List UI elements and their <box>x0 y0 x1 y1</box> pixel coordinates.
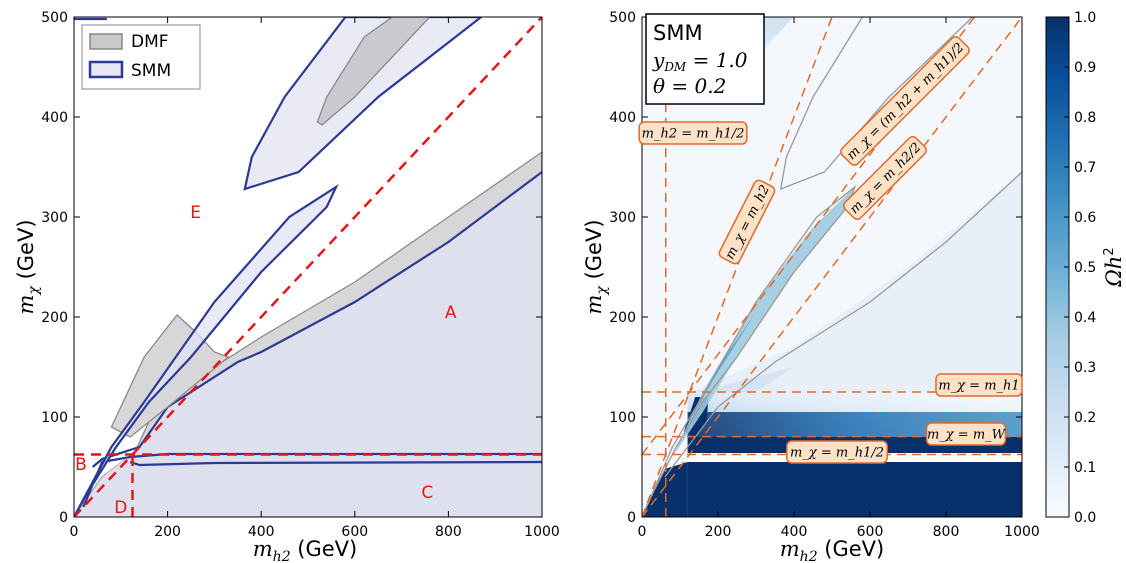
annotation-box <box>843 136 927 220</box>
annotation-text: m_χ = m_h1/2 <box>790 446 884 461</box>
legend: DMF SMM <box>81 24 201 90</box>
right-y-axis-label: mχ (GeV) <box>582 219 610 314</box>
x-tick-label: 1000 <box>1004 524 1040 540</box>
right-axes-frame <box>641 16 1023 518</box>
left-plot-area: A B C D E <box>74 17 542 518</box>
y-tick-label: 0 <box>627 510 636 526</box>
smm-contour-band-low <box>129 460 542 467</box>
colorbar-label: Ωh2 <box>1102 247 1126 287</box>
heatmap-bottom-left-dark <box>642 462 688 517</box>
annotation: m_h2 = m_h1/2 <box>638 121 748 145</box>
y-tick-label: 400 <box>41 110 68 126</box>
region-label: A <box>445 303 457 323</box>
annotation-text: m_χ = m_h1 <box>938 379 1019 394</box>
colorbar-tick-label: 1.0 <box>1074 10 1096 26</box>
y-tick-label: 200 <box>609 310 636 326</box>
region-label: C <box>421 483 433 503</box>
annotation-text: m_χ = m_W <box>927 428 1007 443</box>
contour-upper <box>779 17 974 191</box>
x-tick-label: 1000 <box>524 524 560 540</box>
annotation: m_χ = m_h1/2 <box>786 440 888 464</box>
colorbar-tick-label: 0.5 <box>1074 260 1096 276</box>
annotation: m_χ = m_W <box>925 422 1007 446</box>
region-label: D <box>114 498 127 518</box>
right-panel: 0 200 400 600 800 1000 0 100 200 300 400 500 mh2 (G… <box>582 10 1126 563</box>
info-box: SMM yDM = 1.0 θ = 0.2 <box>645 13 765 105</box>
smm-contour-topleft <box>74 17 107 21</box>
colorbar-tick-label: 0.2 <box>1074 410 1096 426</box>
y-tick-label: 500 <box>41 10 68 26</box>
legend-swatch-dmf <box>89 33 123 50</box>
heatmap-tongue <box>672 187 855 457</box>
y-tick-label: 0 <box>59 510 68 526</box>
colorbar-tick-label: 0.4 <box>1074 310 1096 326</box>
annotation-box <box>638 121 748 145</box>
x-tick-label: 800 <box>933 524 960 540</box>
left-ticks: 0 200 400 600 800 1000 0 100 200 300 400 500 <box>41 10 560 540</box>
legend-label-dmf: DMF <box>131 32 169 52</box>
region-label: E <box>190 203 201 223</box>
annotation-box <box>718 179 776 265</box>
colorbar-ticks: 0.0 0.1 0.2 0.3 0.4 0.5 0.6 0.7 0.8 0.9 1.0 <box>1064 10 1096 526</box>
right-ticks: 0 200 400 600 800 1000 0 100 200 300 400 500 <box>609 10 1040 540</box>
x-tick-label: 0 <box>638 524 647 540</box>
left-x-axis-label: mh2 (GeV) <box>253 537 357 563</box>
info-box-theta: θ = 0.2 <box>653 74 726 98</box>
x-tick-label: 400 <box>248 524 275 540</box>
left-axes-frame <box>73 16 543 518</box>
colorbar-tick-label: 0.3 <box>1074 360 1096 376</box>
contour-wedge <box>664 171 1022 478</box>
right-x-axis-label: mh2 (GeV) <box>780 537 884 563</box>
y-tick-label: 100 <box>41 410 68 426</box>
x-tick-label: 800 <box>435 524 462 540</box>
legend-swatch-smm <box>88 60 124 79</box>
left-y-axis-label: mχ (GeV) <box>14 219 42 314</box>
colorbar-tick-label: 0.6 <box>1074 210 1096 226</box>
y-tick-label: 300 <box>609 210 636 226</box>
heatmap-wedge-light <box>691 172 1022 392</box>
annotation: m_χ = m_h1 <box>935 373 1023 397</box>
y-tick-label: 100 <box>609 410 636 426</box>
y-tick-label: 300 <box>41 210 68 226</box>
heatmap-bottom-dark <box>687 462 1022 517</box>
annotation-box <box>925 422 1007 446</box>
x-tick-label: 0 <box>70 524 79 540</box>
legend-label-smm: SMM <box>131 61 171 81</box>
info-box-title: SMM <box>653 21 703 45</box>
annotation-box <box>786 440 888 464</box>
x-tick-label: 600 <box>857 524 884 540</box>
annotation-box <box>840 36 970 166</box>
colorbar-tick-label: 0.7 <box>1074 160 1096 176</box>
y-tick-label: 500 <box>609 10 636 26</box>
y-tick-label: 400 <box>609 110 636 126</box>
info-box-ydm: yDM = 1.0 <box>652 48 748 74</box>
x-tick-label: 400 <box>781 524 808 540</box>
colorbar-tick-label: 0.9 <box>1074 60 1096 76</box>
colorbar: 0.0 0.1 0.2 0.3 0.4 0.5 0.6 0.7 0.8 0.9 1.0 Ωh2 <box>1045 10 1126 526</box>
colorbar-tick-label: 0.8 <box>1074 110 1096 126</box>
diagonal-dashed-line <box>74 17 542 517</box>
annotation-box <box>935 373 1023 397</box>
x-tick-label: 600 <box>341 524 368 540</box>
dmf-region-upper <box>316 17 431 126</box>
annotation-text: m_h2 = m_h1/2 <box>642 127 745 142</box>
colorbar-tick-label: 0.0 <box>1074 510 1096 526</box>
x-tick-label: 200 <box>154 524 181 540</box>
x-tick-label: 200 <box>705 524 732 540</box>
smm-region-tongue <box>74 184 339 517</box>
info-box-frame <box>645 13 765 105</box>
y-tick-label: 200 <box>41 310 68 326</box>
smm-region-upper <box>243 17 483 191</box>
colorbar-tick-label: 0.1 <box>1074 460 1096 476</box>
region-label: B <box>75 455 87 475</box>
